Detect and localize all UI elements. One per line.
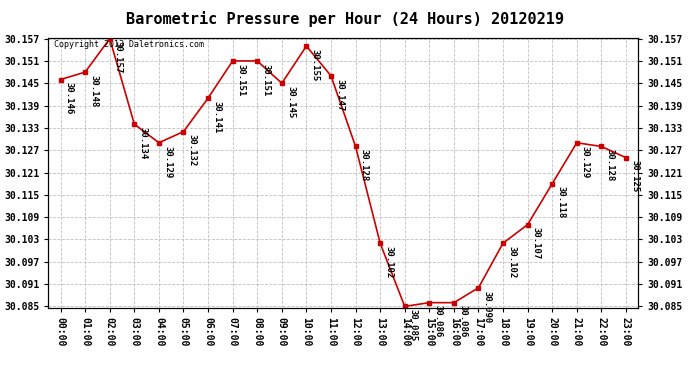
Text: 30.086: 30.086 <box>458 306 467 338</box>
Text: 30.155: 30.155 <box>310 49 319 81</box>
Text: 30.128: 30.128 <box>606 149 615 182</box>
Text: 30.086: 30.086 <box>433 306 442 338</box>
Text: 30.090: 30.090 <box>482 291 492 323</box>
Text: 30.157: 30.157 <box>114 41 123 74</box>
Text: 30.107: 30.107 <box>532 227 541 260</box>
Text: 30.085: 30.085 <box>409 309 418 341</box>
Text: 30.129: 30.129 <box>163 146 172 178</box>
Text: 30.134: 30.134 <box>139 127 148 159</box>
Text: 30.118: 30.118 <box>556 186 565 219</box>
Text: 30.147: 30.147 <box>335 79 344 111</box>
Text: 30.125: 30.125 <box>630 160 639 193</box>
Text: 30.102: 30.102 <box>507 246 516 278</box>
Text: 30.128: 30.128 <box>359 149 368 182</box>
Text: 30.141: 30.141 <box>213 101 221 133</box>
Text: 30.145: 30.145 <box>286 86 295 118</box>
Text: 30.129: 30.129 <box>581 146 590 178</box>
Text: 30.132: 30.132 <box>188 134 197 166</box>
Text: 30.102: 30.102 <box>384 246 393 278</box>
Text: 30.151: 30.151 <box>237 64 246 96</box>
Text: Copyright 2013 Daletronics.com: Copyright 2013 Daletronics.com <box>55 40 204 49</box>
Text: Barometric Pressure per Hour (24 Hours) 20120219: Barometric Pressure per Hour (24 Hours) … <box>126 11 564 27</box>
Text: 30.148: 30.148 <box>89 75 99 107</box>
Text: 30.146: 30.146 <box>65 82 74 114</box>
Text: 30.151: 30.151 <box>262 64 270 96</box>
